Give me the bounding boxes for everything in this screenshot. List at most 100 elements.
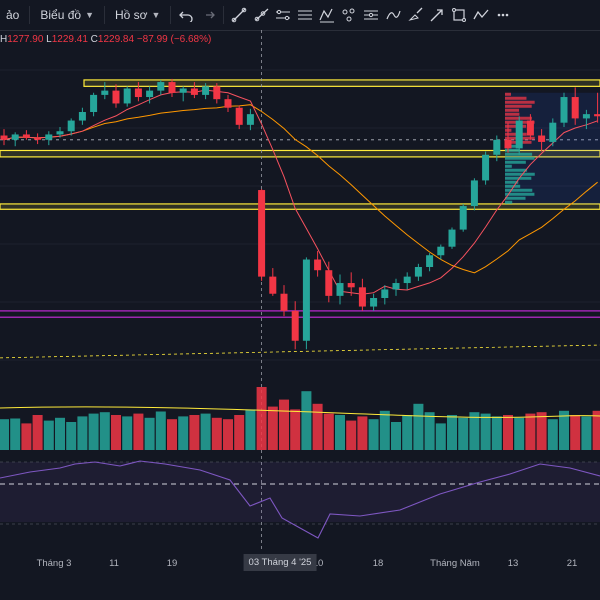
candle-body [246, 114, 254, 125]
volume-bar [267, 406, 278, 450]
volume-bar [570, 415, 581, 450]
candle-body [202, 86, 210, 95]
truncated-menu-label[interactable]: ảo [6, 8, 20, 22]
support-resistance-zone [0, 203, 600, 210]
volume-bar [122, 416, 133, 450]
candle-body [437, 246, 445, 256]
volume-bar [402, 415, 413, 450]
volume-bar [111, 415, 121, 450]
candle-body [515, 120, 523, 149]
candle-body [426, 255, 434, 267]
volume-profile-bar [505, 144, 519, 148]
candle-body [470, 180, 478, 207]
volume-profile-bar [505, 184, 521, 188]
zigzag-icon[interactable] [470, 0, 492, 30]
candle-body [0, 135, 8, 140]
volume-profile-bar [505, 172, 535, 176]
candle-body [112, 90, 120, 104]
parallel-channel-icon[interactable] [294, 0, 316, 30]
candle-body [358, 287, 366, 307]
volume-profile-bar [505, 196, 526, 200]
volume-bar [491, 416, 502, 450]
volume-bar [189, 415, 200, 450]
volume-bar [391, 422, 401, 450]
volume-bar [547, 419, 558, 450]
candle-body [560, 97, 568, 123]
volume-bar [592, 410, 600, 450]
candle-body [381, 289, 389, 298]
volume-profile-bar [505, 156, 535, 160]
volume-bar [245, 409, 256, 450]
rsi-background-band [0, 462, 600, 522]
candle-body [134, 88, 142, 98]
volume-bar [290, 409, 301, 450]
candle-body [224, 99, 232, 108]
ohlc-high: 1277.90 [7, 34, 44, 45]
volume-bar [234, 415, 245, 450]
candle-body [403, 276, 411, 284]
candle-body [258, 190, 266, 277]
ohlc-c-label: C [90, 34, 98, 45]
volume-bar [435, 423, 446, 450]
volume-profile-bar [505, 192, 535, 196]
candle-body [325, 270, 333, 296]
volume-profile-bar [505, 108, 520, 112]
redo-icon[interactable] [197, 0, 219, 30]
volume-bar [99, 412, 110, 450]
portfolio-menu-label: Hồ sơ [114, 8, 148, 22]
candle-body [594, 114, 600, 117]
path-icon[interactable] [382, 0, 404, 30]
brush-icon[interactable] [404, 0, 426, 30]
candle-body [582, 114, 590, 119]
volume-bar [178, 416, 189, 450]
volume-bar [223, 419, 233, 450]
toolbar-divider [103, 6, 105, 24]
dashed-trend-line [0, 344, 600, 359]
fib-retracement-icon[interactable] [338, 0, 360, 30]
volume-bar [10, 418, 21, 450]
volume-profile-bar [505, 116, 532, 120]
volume-bar [55, 417, 65, 450]
trend-line-icon[interactable] [228, 0, 250, 30]
price-chart[interactable] [0, 30, 600, 550]
candle-body [302, 259, 310, 341]
chart-menu-button[interactable]: Biểu đồ ▼ [34, 0, 100, 30]
candle-body [78, 112, 86, 121]
gann-icon[interactable] [360, 0, 382, 30]
volume-profile-bar [505, 148, 520, 152]
volume-profile-bar [505, 100, 535, 104]
volume-bar [514, 417, 525, 450]
undo-icon[interactable] [175, 0, 197, 30]
ohlc-h-label: H [0, 34, 8, 45]
volume-profile-bar [505, 188, 533, 192]
candle-body [11, 134, 19, 140]
volume-bar [211, 417, 222, 450]
candle-body [347, 283, 355, 288]
candle-body [314, 259, 322, 271]
pitchfork-icon[interactable] [316, 0, 338, 30]
volume-profile-bar [505, 168, 528, 172]
volume-profile-bar [505, 200, 513, 204]
volume-bar [21, 423, 32, 450]
short-moving-average [3, 89, 598, 295]
candle-body [526, 120, 534, 136]
ray-icon[interactable] [250, 0, 272, 30]
chevron-down-icon: ▼ [85, 10, 94, 20]
candle-body [482, 154, 490, 181]
volume-bar [155, 411, 166, 450]
volume-profile-bar [505, 160, 526, 164]
more-icon[interactable] [492, 0, 514, 30]
toolbar-divider [29, 6, 31, 24]
portfolio-menu-button[interactable]: Hồ sơ ▼ [109, 0, 166, 30]
arrow-icon[interactable] [426, 0, 448, 30]
volume-bar [88, 413, 99, 450]
candle-body [459, 206, 467, 230]
ohlc-change: −87.99 (−6.68%) [136, 34, 212, 45]
candle-body [269, 276, 277, 294]
horizontal-line-icon[interactable] [272, 0, 294, 30]
rectangle-icon[interactable] [448, 0, 470, 30]
volume-bar [413, 403, 424, 450]
candle-body [123, 88, 131, 104]
toolbar-divider [170, 6, 172, 24]
long-moving-average [3, 104, 598, 274]
